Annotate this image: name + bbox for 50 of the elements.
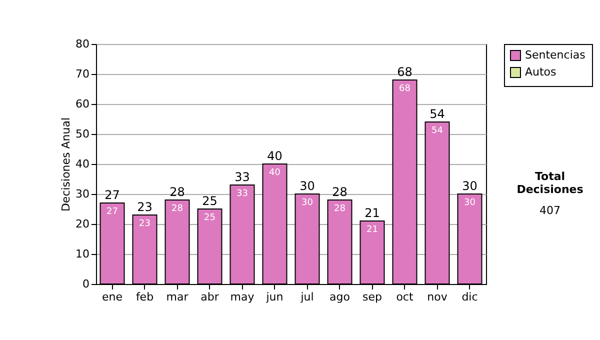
text: Total Decisiones bbox=[516, 170, 584, 196]
data-label: 30 bbox=[302, 198, 314, 208]
total-label: 40 bbox=[267, 149, 282, 163]
x-tick-label: ago bbox=[330, 290, 350, 304]
total-label: 33 bbox=[234, 170, 250, 184]
x-tick-label: sep bbox=[362, 290, 382, 304]
x-tick-label: feb bbox=[136, 290, 154, 304]
total-label: 23 bbox=[137, 200, 152, 214]
x-tick-label: dic bbox=[462, 290, 478, 304]
data-label: 54 bbox=[432, 126, 444, 136]
y-tick-label: 50 bbox=[76, 128, 90, 140]
data-label: 21 bbox=[366, 225, 378, 235]
x-tick-label: abr bbox=[200, 290, 220, 304]
legend-label: Autos bbox=[525, 66, 557, 78]
y-tick-label: 0 bbox=[82, 278, 90, 290]
data-label: 33 bbox=[236, 189, 248, 199]
total-label: 21 bbox=[364, 206, 380, 220]
y-tick-label: 10 bbox=[76, 248, 90, 260]
y-tick-label: 20 bbox=[76, 218, 90, 230]
x-tick-label: mar bbox=[166, 290, 189, 304]
total-label: 25 bbox=[202, 194, 218, 208]
x-tick-label: jul bbox=[300, 290, 314, 304]
total-label: 68 bbox=[397, 65, 412, 79]
y-tick-label: 70 bbox=[76, 68, 90, 80]
y-tick-label: 40 bbox=[76, 158, 90, 170]
x-tick-label: nov bbox=[427, 290, 448, 304]
total-label: 30 bbox=[462, 179, 478, 193]
data-label: 25 bbox=[204, 213, 216, 223]
y-axis-title: Decisiones Anual bbox=[60, 117, 73, 212]
y-tick-label: 30 bbox=[76, 188, 90, 200]
y-tick-label: 60 bbox=[76, 98, 90, 110]
x-tick-label: ene bbox=[102, 290, 123, 304]
legend-label: Sentencias bbox=[525, 48, 586, 62]
x-tick-label: may bbox=[230, 290, 255, 304]
x-tick-label: jun bbox=[265, 290, 284, 304]
data-label: 27 bbox=[106, 207, 118, 217]
data-label: 30 bbox=[464, 198, 476, 208]
total-label: 28 bbox=[170, 185, 185, 199]
total-label: 27 bbox=[104, 188, 120, 202]
data-label: 28 bbox=[172, 204, 184, 214]
data-label: 40 bbox=[269, 168, 281, 178]
x-tick-label: oct bbox=[396, 290, 414, 304]
total-label: 28 bbox=[332, 185, 348, 199]
total-label: 30 bbox=[300, 179, 315, 193]
total-label: 54 bbox=[430, 107, 445, 121]
text: 407 bbox=[538, 204, 562, 217]
data-label: 28 bbox=[334, 204, 346, 214]
data-label: 23 bbox=[139, 219, 150, 229]
y-tick-label: 80 bbox=[76, 38, 90, 50]
data-label: 68 bbox=[399, 84, 411, 94]
